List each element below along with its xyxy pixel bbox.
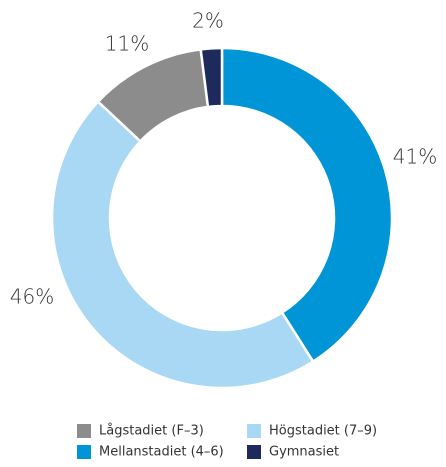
donut-slice [220, 46, 394, 364]
legend-swatch [247, 445, 261, 459]
donut-slice [50, 99, 315, 390]
legend-swatch [77, 424, 91, 438]
legend-label: Mellanstadiet (4–6) [99, 445, 224, 460]
legend-label: Högstadiet (7–9) [269, 424, 377, 439]
legend-swatch [247, 424, 261, 438]
legend-label: Lågstadiet (F–3) [99, 424, 204, 439]
value-label: 46% [10, 285, 54, 309]
value-label: 41% [393, 145, 437, 169]
legend-swatch [77, 445, 91, 459]
value-label: 2% [192, 9, 224, 33]
legend-label: Gymnasiet [269, 445, 339, 460]
donut-slice [199, 46, 224, 109]
value-label: 11% [105, 32, 149, 56]
